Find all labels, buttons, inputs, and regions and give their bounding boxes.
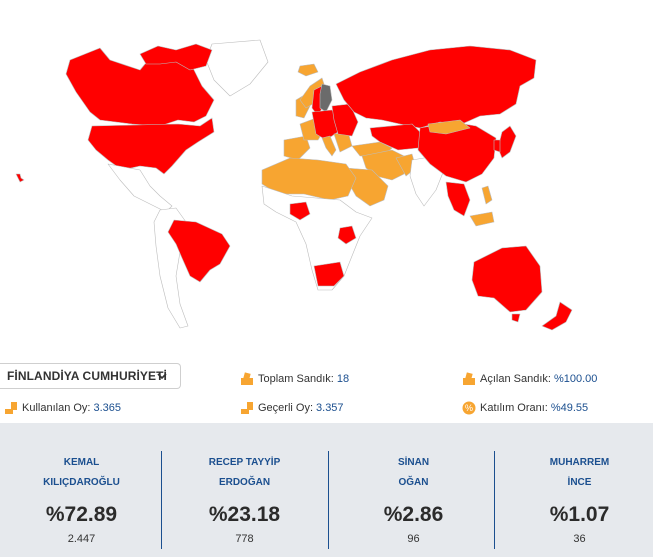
map-region-philippines[interactable] [481,185,493,205]
map-region-kenya[interactable] [337,225,357,245]
stat-total-boxes-value: 18 [336,373,350,385]
stat-valid-votes-label: Geçerli Oy: [258,402,314,414]
selected-country-label: FİNLANDİYA CUMHURİYETİ [7,369,167,383]
svg-text:%: % [465,403,473,413]
map-region-nigeria[interactable] [289,201,311,221]
stat-turnout-value: %49.55 [550,402,589,414]
map-region-australia[interactable] [471,245,543,313]
candidate-name: KEMAL KILIÇDAROĞLU [0,453,163,493]
candidate-last-name: KILIÇDAROĞLU [43,477,120,488]
map-region-iberia[interactable] [283,135,311,161]
stat-opened-boxes-value: %100.00 [553,373,598,385]
candidate-first-name: RECEP TAYYİP [208,457,281,468]
map-region-arctic-islands[interactable] [139,43,213,71]
divider [494,451,495,549]
map-region-russia[interactable] [335,45,537,129]
candidate-name: SİNAN OĞAN [332,453,495,493]
stat-turnout-label: Katılım Oranı: [480,402,548,414]
candidate-name: MUHARREM İNCE [498,453,653,493]
stat-opened-boxes-label: Açılan Sandık: [480,373,551,385]
map-region-usa[interactable] [87,117,215,175]
map-region-italy[interactable] [321,135,337,157]
candidate-percent: %2.86 [383,503,444,526]
stat-total-boxes-label: Toplam Sandık: [258,373,334,385]
ballot-icon [5,402,17,414]
stat-total-boxes: Toplam Sandık: 18 [240,372,349,386]
map-region-indonesia[interactable] [469,211,495,227]
chevron-down-icon [157,373,167,380]
stat-valid-votes: Geçerli Oy: 3.357 [240,401,344,415]
map-region-kazakhstan[interactable] [369,123,425,151]
map-region-china[interactable] [417,121,497,183]
map-region-indochina[interactable] [445,181,471,217]
map-region-south-africa[interactable] [313,261,345,287]
candidate-first-name: SİNAN [397,457,430,468]
candidate-votes: 2.447 [67,533,96,545]
map-region-finland[interactable] [319,83,333,113]
map-region-africa[interactable] [261,185,373,291]
map-region-mongolia[interactable] [427,119,471,135]
map-region-greenland[interactable] [205,39,269,97]
candidate-first-name: MUHARREM [549,457,610,468]
ballot-box-icon [241,372,253,385]
stat-votes-used-value: 3.365 [93,402,122,414]
candidate-card[interactable]: SİNAN OĞAN %2.86 96 [332,423,495,557]
candidate-card[interactable]: KEMAL KILIÇDAROĞLU %72.89 2.447 [0,423,163,557]
stat-opened-boxes: Açılan Sandık: %100.00 [462,372,597,386]
candidate-card[interactable]: MUHARREM İNCE %1.07 36 [498,423,653,557]
candidate-percent: %72.89 [45,503,118,526]
country-selector[interactable]: FİNLANDİYA CUMHURİYETİ [0,363,181,389]
map-region-tasmania[interactable] [511,313,521,323]
candidate-votes: 96 [407,533,420,545]
map-region-brazil[interactable] [167,219,231,283]
stat-valid-votes-value: 3.357 [316,402,344,414]
divider [328,451,329,549]
candidate-name: RECEP TAYYİP ERDOĞAN [163,453,326,493]
ballot-icon [241,402,253,414]
candidate-first-name: KEMAL [63,457,100,468]
divider [161,451,162,549]
stat-turnout: % Katılım Oranı: %49.55 [462,401,588,415]
candidate-percent: %1.07 [549,503,610,526]
ballot-box-icon [463,372,475,385]
candidate-votes: 36 [573,533,586,545]
candidate-last-name: İNCE [567,477,592,488]
candidates-panel: KEMAL KILIÇDAROĞLU %72.89 2.447 RECEP TA… [0,423,653,557]
map-region-korea[interactable] [493,139,501,153]
map-region-iceland[interactable] [297,63,319,77]
map-region-canada[interactable] [65,47,215,127]
stat-votes-used-label: Kullanılan Oy: [22,402,91,414]
world-results-map [15,39,573,331]
map-region-japan[interactable] [497,125,517,159]
candidate-votes: 778 [235,533,254,545]
map-region-hawaii[interactable] [15,173,25,183]
percent-icon: % [462,401,476,415]
candidate-last-name: ERDOĞAN [218,477,271,488]
candidate-last-name: OĞAN [398,477,429,488]
stat-votes-used: Kullanılan Oy: 3.365 [4,401,121,415]
map-region-new-zealand[interactable] [541,301,573,331]
candidate-card[interactable]: RECEP TAYYİP ERDOĞAN %23.18 778 [163,423,326,557]
candidate-percent: %23.18 [208,503,281,526]
